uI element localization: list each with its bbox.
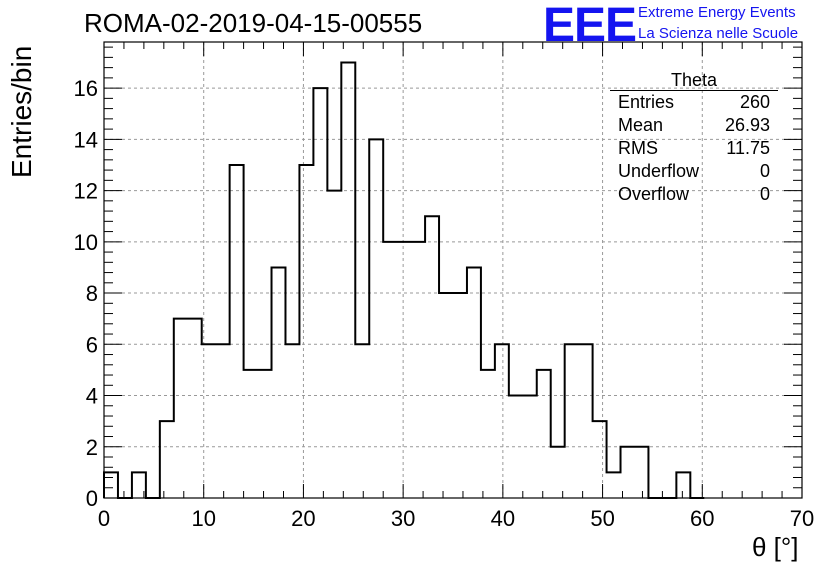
- y-tick-label: 8: [86, 281, 98, 306]
- stats-label: RMS: [618, 138, 658, 158]
- stats-row: Entries 260: [610, 91, 778, 114]
- plot-frame: [103, 41, 803, 499]
- histogram-bin: [523, 396, 537, 498]
- histogram-outline: [103, 61, 705, 499]
- histogram-bin: [285, 344, 299, 498]
- stats-row: Overflow 0: [610, 183, 778, 206]
- histogram-bin: [383, 242, 397, 498]
- histogram-bin: [509, 396, 523, 498]
- logo-line-1: Extreme Energy Events: [638, 4, 796, 21]
- y-tick-label: 4: [86, 384, 98, 409]
- x-tick-label: 20: [291, 506, 315, 531]
- chart-title: ROMA-02-2019-04-15-00555: [84, 8, 423, 38]
- histogram-bin: [495, 344, 509, 498]
- histogram-bin: [397, 242, 411, 498]
- y-tick-label: 0: [86, 486, 98, 511]
- y-tick-label: 10: [74, 230, 98, 255]
- stats-value: 0: [759, 184, 770, 204]
- y-tick-label: 14: [74, 127, 98, 152]
- histogram-bin: [676, 472, 690, 498]
- logo-line-2: La Scienza nelle Scuole: [638, 25, 799, 42]
- histogram-bin: [104, 472, 118, 498]
- y-tick-label: 12: [74, 179, 98, 204]
- histogram-bin: [467, 267, 481, 498]
- histogram-bin: [355, 344, 369, 498]
- histogram-bin: [634, 447, 648, 498]
- stats-box: Theta Entries 260 Mean 26.93 RMS 11.75 U…: [610, 70, 778, 206]
- histogram-bin: [216, 344, 230, 498]
- histogram-bin: [174, 319, 188, 498]
- x-tick-label: 30: [391, 506, 415, 531]
- histogram-bin: [258, 370, 272, 498]
- stats-value: 26.93: [724, 115, 770, 135]
- histogram-bin: [202, 344, 216, 498]
- stats-label: Overflow: [618, 184, 690, 204]
- histogram-bin: [160, 421, 174, 498]
- stats-label: Mean: [618, 115, 664, 135]
- x-tick-label: 0: [98, 506, 110, 531]
- histogram-bin: [425, 216, 439, 498]
- histogram-bin: [481, 370, 495, 498]
- stats-value: 260: [739, 92, 770, 112]
- y-tick-label: 6: [86, 332, 98, 357]
- histogram-bin: [299, 165, 313, 498]
- stats-label: Entries: [618, 92, 675, 112]
- stats-value: 0: [759, 161, 770, 181]
- x-tick-label: 40: [491, 506, 515, 531]
- histogram-bin: [230, 165, 244, 498]
- histogram-bin: [327, 191, 341, 498]
- histogram-bin: [453, 293, 467, 498]
- x-tick-label: 10: [191, 506, 215, 531]
- histogram-bin: [565, 344, 579, 498]
- eee-logo: EEE: [543, 0, 637, 52]
- histogram-bin: [607, 472, 621, 498]
- y-axis-label: Entries/bin: [6, 45, 37, 178]
- histogram-bin: [593, 421, 607, 498]
- x-tick-label: 60: [690, 506, 714, 531]
- y-tick-label: 16: [74, 76, 98, 101]
- x-tick-label: 50: [590, 506, 614, 531]
- stats-title: Theta: [610, 70, 778, 91]
- stats-row: Underflow 0: [610, 160, 778, 183]
- stats-row: RMS 11.75: [610, 137, 778, 160]
- histogram-bin: [537, 370, 551, 498]
- stats-value: 11.75: [726, 138, 770, 158]
- stats-row: Mean 26.93: [610, 114, 778, 137]
- histogram-bin: [313, 88, 327, 498]
- histogram-bin: [621, 447, 635, 498]
- y-tick-label: 2: [86, 435, 98, 460]
- histogram-bin: [244, 370, 258, 498]
- histogram-bin: [551, 447, 565, 498]
- x-axis-label: θ [°]: [752, 532, 799, 562]
- histogram-bin: [411, 242, 425, 498]
- histogram-bin: [341, 62, 355, 498]
- histogram-bin: [579, 344, 593, 498]
- x-tick-label: 70: [790, 506, 814, 531]
- histogram-bin: [188, 319, 202, 498]
- histogram-bin: [272, 267, 286, 498]
- stats-label: Underflow: [618, 161, 700, 181]
- histogram-bin: [439, 293, 453, 498]
- histogram-bin: [369, 139, 383, 498]
